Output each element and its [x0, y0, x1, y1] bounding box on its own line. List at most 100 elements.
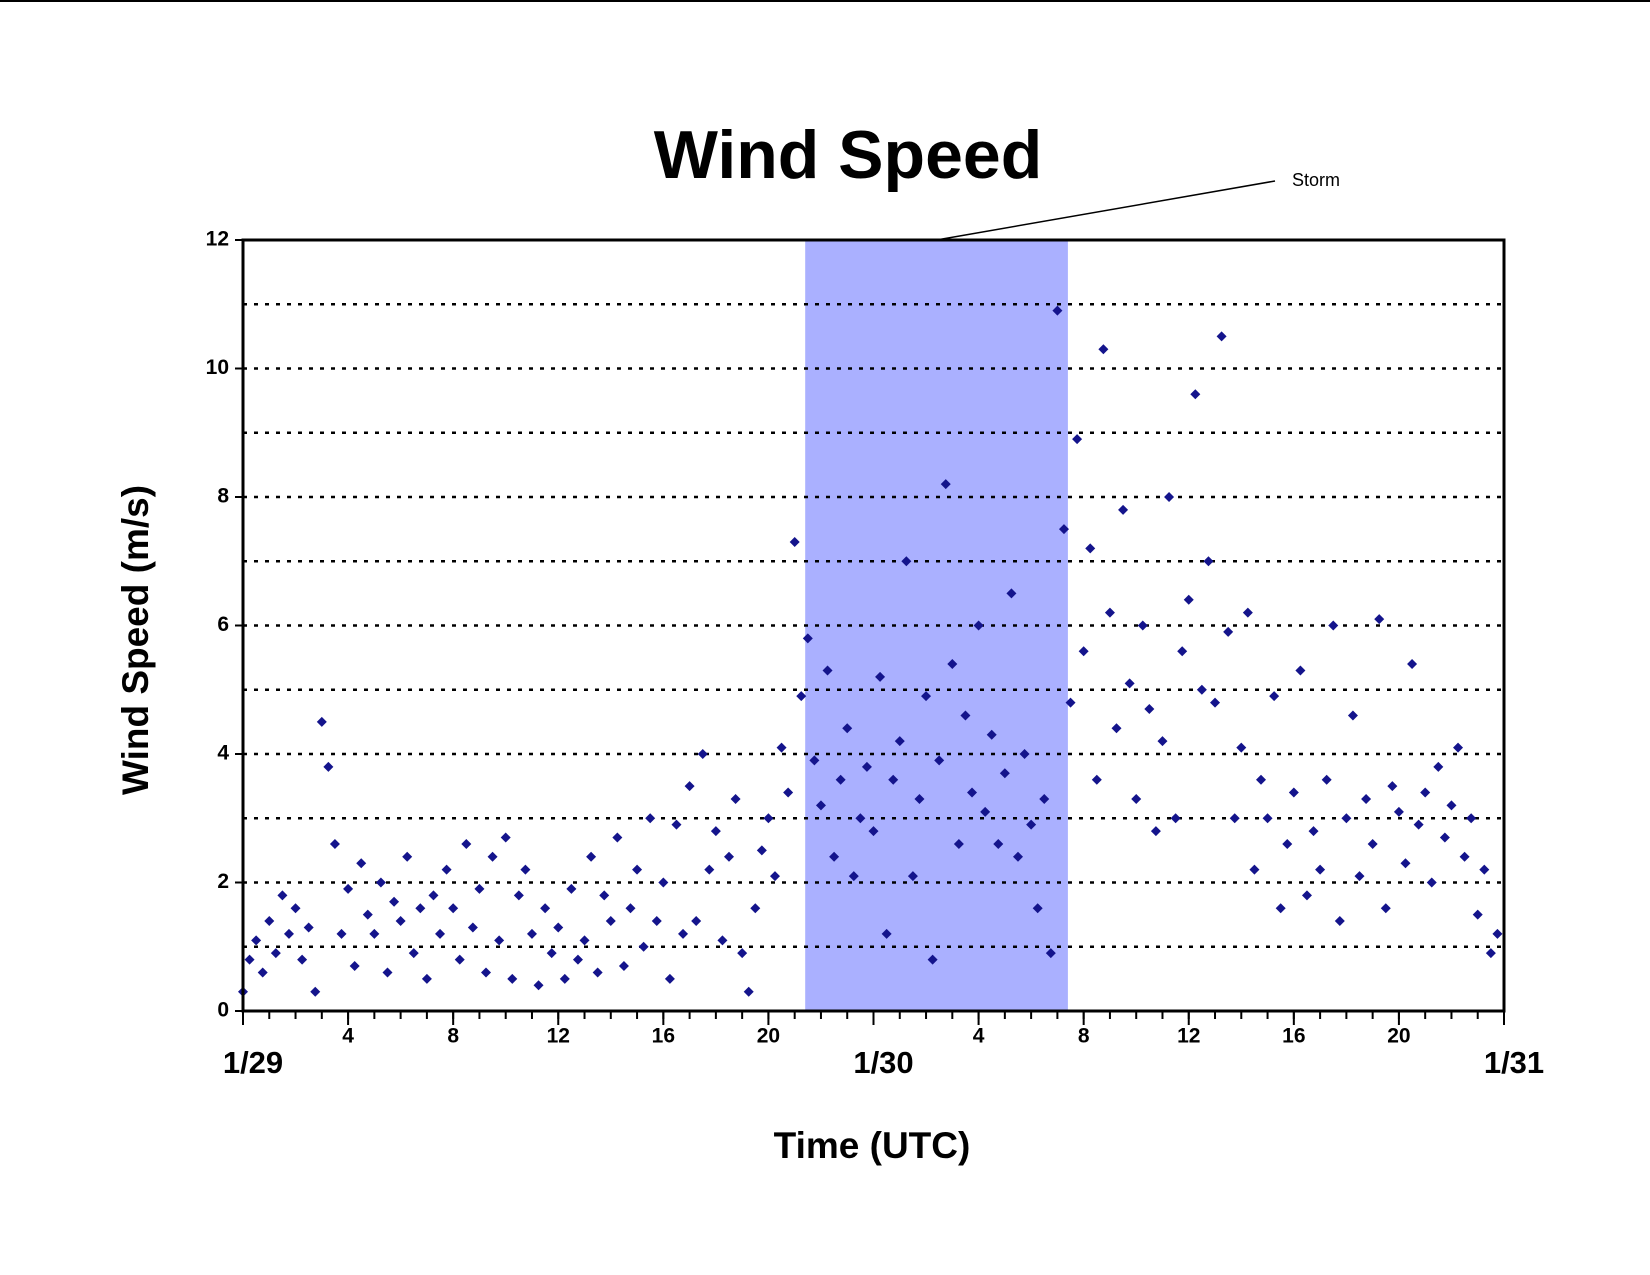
data-point	[520, 864, 531, 875]
data-point	[710, 826, 721, 837]
y-tick-label: 6	[217, 613, 229, 636]
data-point	[1387, 781, 1398, 792]
data-point	[513, 890, 524, 901]
data-point	[303, 922, 314, 933]
data-point	[323, 761, 334, 772]
data-point	[1124, 678, 1135, 689]
data-point	[697, 749, 708, 759]
data-point	[848, 871, 859, 882]
data-point	[1164, 492, 1175, 502]
data-point	[415, 903, 426, 914]
data-point	[1098, 344, 1109, 355]
data-point	[960, 710, 971, 721]
data-point	[448, 903, 459, 914]
data-point	[507, 973, 518, 984]
data-point	[1282, 838, 1293, 849]
data-point	[901, 556, 912, 567]
data-point	[1045, 948, 1056, 959]
data-point	[586, 851, 597, 862]
data-point	[618, 961, 629, 972]
data-point	[691, 916, 702, 927]
data-point	[1328, 620, 1339, 631]
data-point	[526, 928, 537, 939]
y-tick-label: 12	[206, 228, 229, 251]
data-point	[1374, 614, 1385, 625]
y-tick-label: 2	[217, 870, 229, 893]
data-point	[1354, 871, 1365, 882]
data-point	[270, 948, 281, 959]
data-point	[724, 851, 735, 862]
data-point	[999, 768, 1010, 779]
data-point	[421, 973, 432, 984]
data-point	[297, 954, 308, 965]
x-date-label: 1/29	[223, 1045, 283, 1080]
data-point	[277, 890, 288, 901]
data-point	[1157, 736, 1168, 747]
data-point	[1321, 774, 1332, 785]
data-point	[1210, 697, 1221, 708]
x-tick-label: 16	[1282, 1025, 1305, 1048]
data-point	[336, 928, 347, 939]
data-point	[592, 967, 603, 978]
data-point	[395, 916, 406, 927]
data-point	[428, 890, 439, 901]
data-point	[474, 883, 485, 894]
data-point	[835, 774, 846, 785]
x-date-label: 1/31	[1484, 1045, 1544, 1080]
data-point	[1459, 851, 1470, 862]
data-point	[881, 928, 892, 939]
data-point	[599, 890, 610, 901]
data-point	[369, 928, 380, 939]
data-point	[1144, 704, 1155, 715]
data-point	[1472, 909, 1483, 920]
y-tick-label: 4	[217, 742, 229, 765]
data-point	[940, 479, 951, 490]
data-point	[750, 903, 761, 914]
data-point	[441, 864, 452, 875]
data-point	[1104, 607, 1115, 618]
data-point	[815, 800, 826, 811]
data-point	[1032, 903, 1043, 914]
data-point	[671, 819, 682, 830]
data-point	[737, 948, 748, 959]
plot-back	[243, 240, 1504, 1011]
data-point	[349, 961, 360, 972]
x-tick-label: 12	[547, 1025, 570, 1048]
data-point	[467, 922, 478, 933]
data-point	[283, 928, 294, 939]
data-point	[402, 851, 413, 862]
data-point	[921, 691, 932, 702]
data-point	[704, 864, 715, 875]
points	[238, 305, 1503, 997]
data-point	[1150, 826, 1161, 837]
data-point	[310, 986, 321, 997]
x-axis-title: Time (UTC)	[774, 1125, 971, 1166]
data-point	[566, 883, 577, 894]
x-tick-label: 16	[652, 1025, 675, 1048]
data-point	[553, 922, 564, 933]
data-point	[1052, 305, 1063, 316]
data-point	[290, 903, 301, 914]
data-point	[1249, 864, 1260, 875]
data-point	[625, 903, 636, 914]
data-point	[1433, 761, 1444, 772]
data-point	[1078, 646, 1089, 657]
data-point	[481, 967, 492, 978]
data-point	[1492, 928, 1503, 939]
data-point	[1485, 948, 1496, 959]
data-point	[1420, 787, 1431, 798]
data-point	[389, 896, 400, 907]
chart-title: Wind Speed	[654, 117, 1043, 193]
data-point	[494, 935, 505, 946]
data-point	[953, 838, 964, 849]
data-point	[783, 787, 794, 798]
data-point	[1085, 543, 1096, 554]
data-point	[855, 813, 866, 824]
data-point	[1170, 813, 1181, 824]
data-point	[894, 736, 905, 747]
data-point	[756, 845, 767, 856]
data-point	[934, 755, 945, 766]
data-point	[1275, 903, 1286, 914]
data-point	[454, 954, 465, 965]
